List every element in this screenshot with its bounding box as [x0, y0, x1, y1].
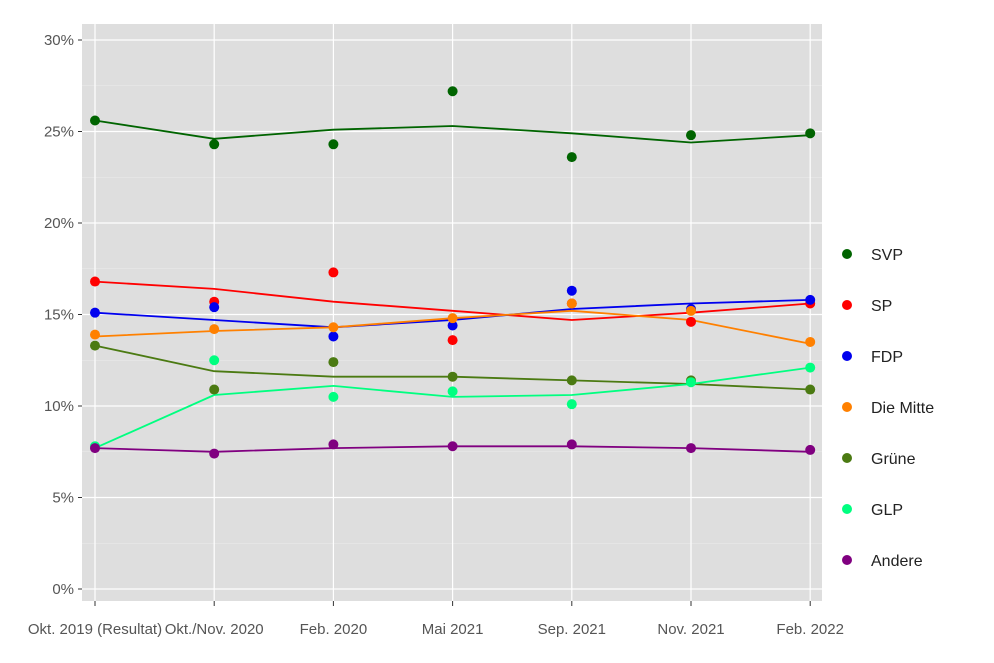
- x-tick-label: Feb. 2020: [300, 621, 368, 638]
- data-point: [328, 357, 339, 368]
- data-point: [328, 331, 339, 342]
- y-tick-label: 10%: [44, 398, 74, 415]
- legend-key: [842, 453, 852, 463]
- data-point: [566, 439, 577, 450]
- y-tick-label: 20%: [44, 215, 74, 232]
- data-point: [328, 267, 339, 278]
- x-tick-label: Sep. 2021: [538, 621, 606, 638]
- legend-label: Andere: [871, 553, 923, 570]
- data-point: [686, 130, 696, 141]
- legend-label: Die Mitte: [871, 400, 934, 417]
- data-point: [566, 399, 577, 410]
- data-point: [805, 336, 816, 347]
- data-point: [686, 316, 696, 327]
- x-tick-label: Okt./Nov. 2020: [165, 621, 264, 638]
- legend-key: [842, 300, 852, 310]
- data-point: [328, 322, 339, 333]
- data-point: [805, 384, 816, 395]
- data-point: [90, 340, 100, 351]
- y-tick-label: 15%: [44, 307, 74, 324]
- data-point: [447, 386, 458, 397]
- data-point: [686, 305, 696, 316]
- data-point: [686, 443, 696, 454]
- data-point: [209, 384, 220, 395]
- data-point: [209, 448, 220, 459]
- legend-label: SP: [871, 298, 892, 315]
- x-axis: Okt. 2019 (Resultat) Okt./Nov. 2020 Feb. 2…: [28, 601, 844, 638]
- data-point: [566, 375, 577, 386]
- x-tick-label: Nov. 2021: [657, 621, 724, 638]
- data-point: [209, 302, 220, 313]
- legend-label: Grüne: [871, 451, 916, 468]
- trend-line-0: [94, 119, 811, 144]
- legend-label: FDP: [871, 349, 903, 366]
- data-point: [566, 285, 577, 296]
- y-tick-label: 5%: [52, 490, 74, 507]
- data-point: [209, 139, 220, 150]
- data-point: [447, 335, 458, 346]
- data-point: [566, 152, 577, 163]
- legend-key: [842, 555, 852, 565]
- legend-key: [842, 402, 852, 412]
- x-tick-label: Feb. 2022: [776, 621, 844, 638]
- data-point: [447, 320, 458, 331]
- data-points: [90, 86, 816, 459]
- data-point: [447, 86, 458, 97]
- data-point: [805, 444, 816, 455]
- legend-key: [842, 504, 852, 514]
- data-point: [447, 441, 458, 452]
- data-point: [90, 276, 100, 287]
- x-tick-label: Mai 2021: [422, 621, 484, 638]
- data-point: [90, 307, 100, 318]
- x-tick-label: Okt. 2019 (Resultat): [28, 621, 162, 638]
- data-point: [805, 128, 816, 139]
- data-point: [328, 391, 339, 402]
- legend-label: GLP: [871, 502, 903, 519]
- data-point: [328, 139, 339, 150]
- data-point: [90, 115, 100, 126]
- data-point: [566, 298, 577, 309]
- data-point: [209, 355, 220, 366]
- data-point: [805, 362, 816, 373]
- data-point: [805, 294, 816, 305]
- data-point: [328, 439, 339, 450]
- data-point: [209, 324, 220, 335]
- data-point: [686, 377, 696, 388]
- y-axis: 0% 5% 10% 15% 20% 25% 30%: [44, 32, 82, 598]
- y-tick-label: 0%: [52, 581, 74, 598]
- y-tick-label: 25%: [44, 124, 74, 141]
- legend-key: [842, 249, 852, 259]
- legend-key: [842, 351, 852, 361]
- data-point: [447, 313, 458, 324]
- data-point: [447, 371, 458, 382]
- legend: SVP SP FDP Die Mitte Grüne GLP Andere: [842, 247, 934, 570]
- y-tick-label: 30%: [44, 32, 74, 49]
- legend-label: SVP: [871, 247, 903, 264]
- data-point: [90, 443, 100, 454]
- data-point: [90, 329, 100, 340]
